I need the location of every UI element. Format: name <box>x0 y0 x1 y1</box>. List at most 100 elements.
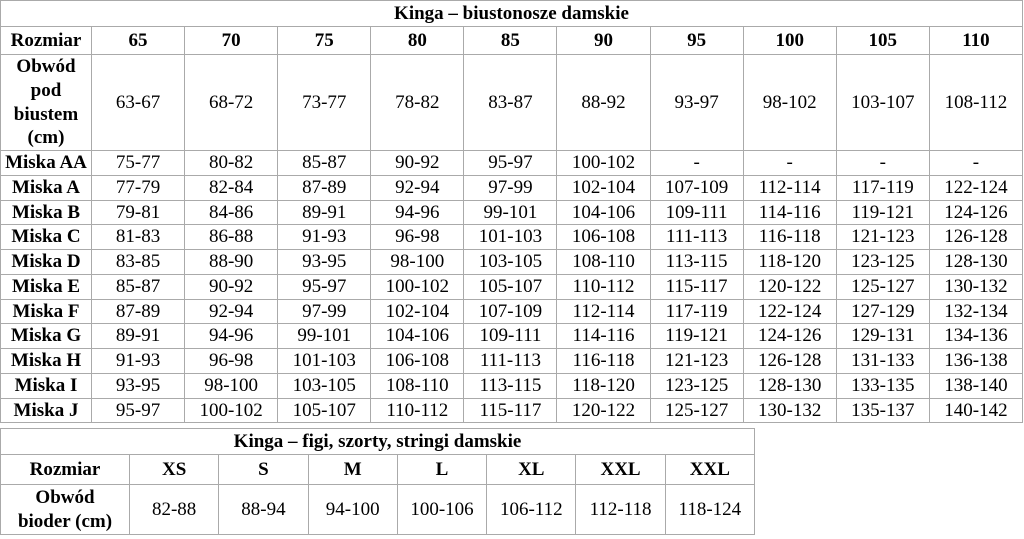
value-cell: 104-106 <box>556 199 651 226</box>
value-cell: 111-113 <box>463 348 558 374</box>
value-cell: 79-81 <box>90 199 186 226</box>
value-cell: 108-112 <box>928 54 1024 151</box>
value-cell: 85-87 <box>277 150 372 176</box>
value-cell: 138-140 <box>928 372 1024 399</box>
value-cell: 116-118 <box>742 224 837 250</box>
column-header: 90 <box>556 26 651 55</box>
value-cell: 130-132 <box>742 397 837 424</box>
value-cell: 112-118 <box>575 484 666 536</box>
value-cell: 120-122 <box>556 397 651 424</box>
column-header: XXL <box>575 454 666 486</box>
value-cell: 122-124 <box>928 174 1024 201</box>
value-cell: 122-124 <box>742 298 837 325</box>
value-cell: 93-95 <box>90 372 186 399</box>
value-cell: 125-127 <box>835 273 930 300</box>
value-cell: 80-82 <box>184 150 279 176</box>
row-label: Obwód pod biustem (cm) <box>0 54 92 151</box>
column-header: 95 <box>649 26 744 55</box>
column-header: 75 <box>277 26 372 55</box>
value-cell: 136-138 <box>928 348 1024 374</box>
value-cell: 116-118 <box>556 348 651 374</box>
value-cell: - <box>835 150 930 176</box>
table-row: Miska H 91-93 96-98 101-103 106-108 111-113 11… <box>0 348 1024 374</box>
value-cell: 77-79 <box>90 174 186 201</box>
table-header-row: Rozmiar 65 70 75 80 85 90 95 100 105 110 <box>0 26 1024 55</box>
value-cell: 131-133 <box>835 348 930 374</box>
value-cell: 106-108 <box>556 224 651 250</box>
table-title-row: Kinga – biustonosze damskie <box>0 0 1023 27</box>
value-cell: 73-77 <box>277 54 372 151</box>
value-cell: 88-94 <box>218 484 309 536</box>
value-cell: 91-93 <box>277 224 372 250</box>
value-cell: 88-90 <box>184 249 279 275</box>
value-cell: 93-95 <box>277 249 372 275</box>
table-row: Obwód pod biustem (cm) 63-67 68-72 73-77 78-… <box>0 54 1024 151</box>
value-cell: 108-110 <box>556 249 651 275</box>
value-cell: 103-105 <box>463 249 558 275</box>
value-cell: 95-97 <box>90 397 186 424</box>
table-title-row: Kinga – figi, szorty, stringi damskie <box>0 428 755 456</box>
value-cell: 119-121 <box>649 323 744 349</box>
row-label: Miska I <box>0 372 92 399</box>
value-cell: 102-104 <box>556 174 651 201</box>
value-cell: 127-129 <box>835 298 930 325</box>
value-cell: 111-113 <box>649 224 744 250</box>
table-row: Miska F 87-89 92-94 97-99 102-104 107-109 112-… <box>0 298 1024 325</box>
column-header: 65 <box>90 26 186 55</box>
row-label: Miska G <box>0 323 92 349</box>
value-cell: 121-123 <box>835 224 930 250</box>
value-cell: 92-94 <box>184 298 279 325</box>
value-cell: 99-101 <box>463 199 558 226</box>
value-cell: - <box>742 150 837 176</box>
value-cell: 118-124 <box>664 484 756 536</box>
value-cell: 89-91 <box>90 323 186 349</box>
value-cell: 118-120 <box>742 249 837 275</box>
value-cell: 90-92 <box>184 273 279 300</box>
table-row: Miska A 77-79 82-84 87-89 92-94 97-99 102-104 1… <box>0 174 1024 201</box>
value-cell: 98-100 <box>184 372 279 399</box>
value-cell: 120-122 <box>742 273 837 300</box>
value-cell: 97-99 <box>463 174 558 201</box>
value-cell: 101-103 <box>277 348 372 374</box>
value-cell: 107-109 <box>463 298 558 325</box>
value-cell: 82-88 <box>128 484 220 536</box>
table-row: Miska C 81-83 86-88 91-93 96-98 101-103 106-10… <box>0 224 1024 250</box>
value-cell: 109-111 <box>463 323 558 349</box>
table-row: Miska B 79-81 84-86 89-91 94-96 99-101 104-106… <box>0 199 1024 226</box>
value-cell: 117-119 <box>649 298 744 325</box>
value-cell: 128-130 <box>928 249 1024 275</box>
value-cell: 132-134 <box>928 298 1024 325</box>
value-cell: 129-131 <box>835 323 930 349</box>
value-cell: 83-87 <box>463 54 558 151</box>
column-header: M <box>307 454 398 486</box>
value-cell: 94-96 <box>370 199 465 226</box>
value-cell: 115-117 <box>463 397 558 424</box>
value-cell: 94-100 <box>307 484 398 536</box>
column-header: L <box>396 454 488 486</box>
column-header: 100 <box>742 26 837 55</box>
value-cell: 99-101 <box>277 323 372 349</box>
row-label: Miska C <box>0 224 92 250</box>
table-row: Miska J 95-97 100-102 105-107 110-112 115-117… <box>0 397 1024 424</box>
value-cell: 82-84 <box>184 174 279 201</box>
value-cell: 98-100 <box>370 249 465 275</box>
value-cell: 83-85 <box>90 249 186 275</box>
value-cell: 112-114 <box>556 298 651 325</box>
value-cell: 88-92 <box>556 54 651 151</box>
column-header: XL <box>486 454 577 486</box>
table-row: Miska AA 75-77 80-82 85-87 90-92 95-97 100-102… <box>0 150 1024 176</box>
corner-header: Rozmiar <box>0 454 130 486</box>
value-cell: 108-110 <box>370 372 465 399</box>
value-cell: 84-86 <box>184 199 279 226</box>
value-cell: 68-72 <box>184 54 279 151</box>
value-cell: 103-107 <box>835 54 930 151</box>
value-cell: 92-94 <box>370 174 465 201</box>
value-cell: 91-93 <box>90 348 186 374</box>
value-cell: 107-109 <box>649 174 744 201</box>
value-cell: 130-132 <box>928 273 1024 300</box>
column-header: 70 <box>184 26 279 55</box>
value-cell: 123-125 <box>649 372 744 399</box>
row-label: Miska A <box>0 174 92 201</box>
value-cell: 133-135 <box>835 372 930 399</box>
